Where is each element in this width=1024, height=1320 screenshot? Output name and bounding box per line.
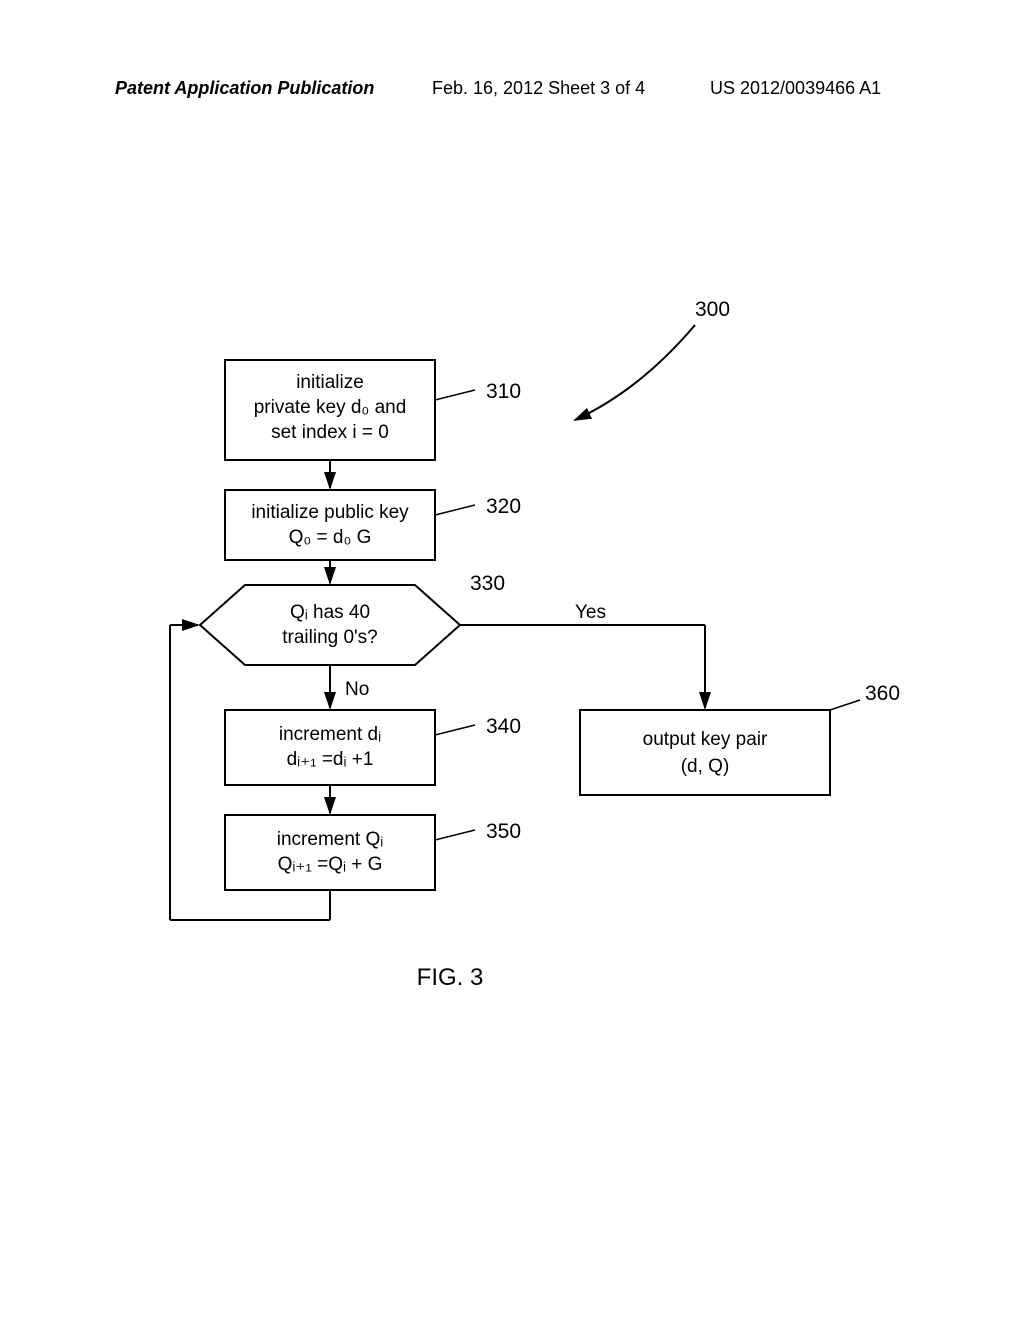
node-340-line1: increment dᵢ bbox=[279, 724, 381, 745]
ref-360: 360 bbox=[865, 682, 900, 705]
node-320-line2: Q₀ = d₀ G bbox=[289, 527, 372, 548]
ref-320-line bbox=[435, 505, 475, 515]
ref-340-line bbox=[435, 725, 475, 735]
node-310-line2: private key d₀ and bbox=[254, 397, 407, 418]
node-320-line1: initialize public key bbox=[251, 502, 409, 523]
figure-label: FIG. 3 bbox=[417, 964, 484, 991]
node-350-line1: increment Qᵢ bbox=[277, 829, 383, 850]
node-360-line2: (d, Q) bbox=[681, 756, 730, 777]
node-330 bbox=[200, 585, 460, 665]
node-360-line1: output key pair bbox=[643, 729, 768, 750]
ref-330: 330 bbox=[470, 572, 505, 595]
ref-310-line bbox=[435, 390, 475, 400]
ref-310: 310 bbox=[486, 380, 521, 403]
node-330-line2: trailing 0's? bbox=[282, 627, 378, 648]
node-310-line1: initialize bbox=[296, 372, 364, 393]
ref-340: 340 bbox=[486, 715, 521, 738]
ref-350: 350 bbox=[486, 820, 521, 843]
page: Patent Application Publication Feb. 16, … bbox=[0, 0, 1024, 1320]
ref-360-line bbox=[830, 700, 860, 710]
node-360 bbox=[580, 710, 830, 795]
ref-300-arrow bbox=[575, 325, 695, 420]
node-320 bbox=[225, 490, 435, 560]
ref-300: 300 bbox=[695, 298, 730, 321]
ref-320: 320 bbox=[486, 495, 521, 518]
ref-350-line bbox=[435, 830, 475, 840]
edge-yes-label: Yes bbox=[575, 602, 606, 623]
node-340 bbox=[225, 710, 435, 785]
node-350-line2: Qᵢ₊₁ =Qᵢ + G bbox=[278, 854, 383, 875]
node-310-line3: set index i = 0 bbox=[271, 422, 389, 443]
node-330-line1: Qᵢ has 40 bbox=[290, 602, 370, 623]
node-340-line2: dᵢ₊₁ =dᵢ +1 bbox=[287, 749, 374, 770]
edge-no-label: No bbox=[345, 679, 369, 700]
flowchart-svg: 300 initialize private key d₀ and set in… bbox=[0, 0, 1024, 1320]
node-350 bbox=[225, 815, 435, 890]
